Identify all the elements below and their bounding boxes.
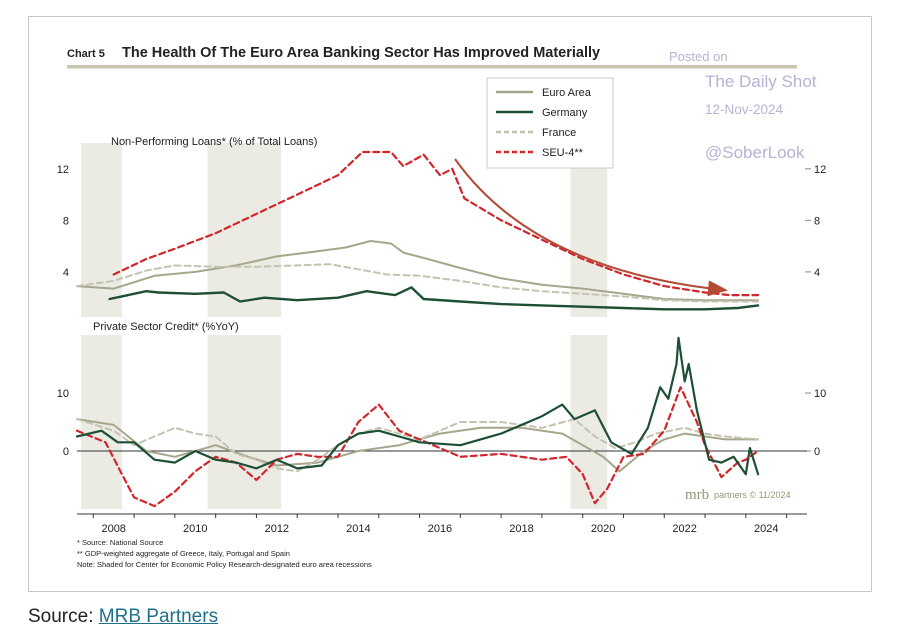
x-tick-label-2010: 2010 (183, 523, 207, 535)
y-tick-label-left-p2-0: 0 (63, 446, 69, 458)
source-prefix: Source: (28, 606, 99, 627)
series-line-p2-germany (75, 336, 760, 476)
series-line-p1-france (76, 263, 760, 303)
x-tick-label-2016: 2016 (428, 523, 452, 535)
y-tick-label-right-p2-10: 10 (814, 388, 826, 400)
series-line-p2-euro-area (76, 418, 760, 473)
watermark-posted: Posted on (669, 49, 728, 64)
x-tick-label-2012: 2012 (265, 523, 289, 535)
chart-canvas: Chart 5 The Health Of The Euro Area Bank… (57, 45, 827, 569)
y-tick-label-left-p1-12: 12 (57, 164, 69, 176)
chart-number: Chart 5 (67, 48, 105, 60)
npl-panel-label: Non-Performing Loans* (% of Total Loans) (111, 136, 317, 148)
axes: 4 4 8 8 12 12 0 0 10 10 2008 2010 2012 2014 2016 2018 20… (57, 164, 827, 535)
trend-arrow (454, 158, 728, 297)
recession-band-1-panel-1 (81, 143, 122, 317)
credit-panel-label: Private Sector Credit* (%YoY) (93, 321, 239, 333)
footnote-recessions: Note: Shaded for Center for Economic Pol… (77, 560, 372, 569)
watermark-daily-shot: The Daily Shot (705, 72, 817, 91)
legend: Euro Area Germany France SEU-4** (486, 77, 614, 169)
x-tick-label-2008: 2008 (101, 523, 125, 535)
series-line-p1-seu-4 (112, 150, 760, 297)
brand-logo: mrb (685, 487, 709, 503)
source-line: Source: MRB Partners (28, 606, 218, 628)
x-tick-label-2014: 2014 (346, 523, 370, 535)
series-line-p1-euro-area (76, 240, 760, 302)
footnote-source: * Source: National Source (77, 538, 163, 547)
y-tick-label-right-p1-8: 8 (814, 215, 820, 227)
watermark-date: 12-Nov-2024 (705, 102, 784, 117)
series-line-p2-france (76, 418, 760, 473)
legend-label-euro-area: Euro Area (542, 87, 592, 99)
x-tick-label-2018: 2018 (509, 523, 533, 535)
series-line-p1-germany (108, 286, 760, 311)
y-tick-label-left-p1-4: 4 (63, 267, 69, 279)
y-tick-label-right-p1-12: 12 (814, 164, 826, 176)
series-line-p2-seu-4 (75, 386, 760, 508)
title-rule (67, 65, 797, 69)
footnote-seu4: ** GDP-weighted aggregate of Greece, Ita… (77, 549, 290, 558)
x-tick-label-2022: 2022 (672, 523, 696, 535)
y-tick-label-right-p1-4: 4 (814, 267, 820, 279)
legend-label-germany: Germany (542, 107, 588, 119)
x-tick-label-2024: 2024 (754, 523, 778, 535)
source-link[interactable]: MRB Partners (98, 606, 219, 627)
x-tick-label-2020: 2020 (591, 523, 615, 535)
y-tick-label-left-p2-10: 10 (57, 388, 69, 400)
chart-frame: Chart 5 The Health Of The Euro Area Bank… (28, 16, 872, 592)
y-tick-label-left-p1-8: 8 (63, 215, 69, 227)
y-tick-label-right-p2-0: 0 (814, 446, 820, 458)
series-layer (75, 150, 760, 508)
legend-label-france: France (542, 127, 576, 139)
chart-title: The Health Of The Euro Area Banking Sect… (122, 45, 600, 61)
legend-label-seu4: SEU-4** (542, 147, 584, 159)
recession-band-2-panel-1 (207, 143, 281, 317)
watermark-handle: @SoberLook (705, 143, 805, 162)
recession-band-2-panel-2 (207, 335, 281, 509)
brand-suffix: partners © 11/2024 (714, 490, 791, 500)
